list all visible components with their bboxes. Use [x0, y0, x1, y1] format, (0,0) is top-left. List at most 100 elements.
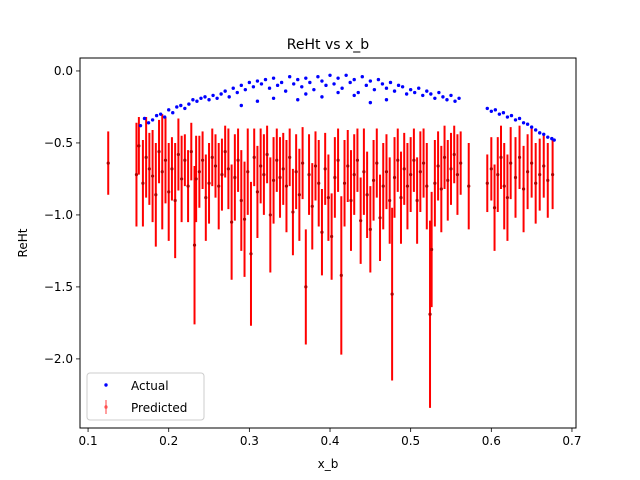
predicted-point — [197, 170, 201, 174]
predicted-point — [330, 234, 334, 239]
actual-point — [203, 95, 207, 99]
predicted-point — [200, 158, 205, 162]
predicted-point — [284, 184, 289, 188]
plot-area-frame — [79, 57, 577, 429]
predicted-point — [275, 158, 279, 162]
actual-point — [384, 86, 389, 90]
x-tick-label: 0.7 — [562, 434, 581, 448]
legend-actual-label: Actual — [131, 379, 169, 393]
predicted-point — [405, 184, 410, 188]
predicted-point — [230, 220, 234, 224]
predicted-point — [362, 170, 366, 174]
predicted-point — [220, 173, 224, 177]
actual-point — [235, 90, 239, 95]
actual-point — [352, 93, 356, 98]
actual-point — [175, 105, 179, 109]
actual-point — [271, 76, 276, 80]
predicted-point — [339, 273, 343, 277]
predicted-point — [291, 210, 295, 214]
predicted-point — [492, 206, 497, 210]
predicted-point — [304, 285, 308, 289]
predicted-point — [317, 181, 321, 185]
actual-point — [255, 79, 260, 83]
actual-point — [158, 112, 163, 116]
actual-point — [146, 121, 151, 125]
predicted-point — [183, 158, 187, 162]
x-tick-label: 0.3 — [240, 434, 259, 448]
predicted-point — [217, 184, 221, 188]
predicted-point — [509, 161, 513, 165]
legend: Actual Predicted — [86, 372, 205, 421]
predicted-point — [288, 155, 292, 159]
predicted-point — [239, 198, 243, 203]
actual-point — [247, 80, 252, 85]
actual-point — [287, 75, 292, 79]
predicted-point — [378, 216, 382, 220]
predicted-point — [141, 181, 145, 185]
predicted-point — [355, 158, 360, 162]
actual-point — [412, 90, 417, 95]
legend-predicted-marker-dot — [104, 405, 108, 409]
predicted-point — [521, 187, 526, 191]
actual-point — [360, 75, 364, 79]
legend-box — [86, 372, 205, 421]
predicted-point — [223, 149, 227, 154]
actual-point — [239, 103, 244, 108]
actual-point — [421, 93, 425, 98]
predicted-point — [368, 227, 372, 231]
actual-point — [546, 135, 550, 139]
predicted-point — [517, 155, 522, 159]
actual-point — [505, 115, 510, 119]
predicted-point — [320, 230, 324, 234]
predicted-point — [249, 252, 253, 256]
actual-point — [348, 80, 352, 85]
predicted-point — [246, 170, 250, 174]
x-tick-label: 0.6 — [482, 434, 501, 448]
actual-point — [251, 85, 256, 89]
predicted-point — [137, 144, 141, 148]
predicted-point — [226, 167, 230, 171]
predicted-point — [496, 173, 500, 177]
actual-point — [191, 98, 195, 102]
predicted-point — [106, 161, 110, 165]
actual-point — [316, 75, 320, 79]
actual-point — [433, 96, 437, 101]
actual-point — [352, 77, 356, 82]
predicted-point — [485, 181, 489, 185]
predicted-point — [157, 149, 161, 154]
predicted-point — [349, 198, 353, 203]
y-tick-label: 0.0 — [54, 64, 73, 78]
predicted-point — [409, 173, 413, 177]
actual-point — [384, 98, 389, 102]
actual-point — [328, 73, 332, 77]
actual-point — [150, 118, 155, 122]
predicted-point — [412, 158, 416, 162]
y-axis-ticks: 0.0 −0.5 −1.0 −1.5 −2.0 — [44, 64, 80, 366]
predicted-point — [323, 167, 327, 171]
chart-title: ReHt vs x_b — [287, 37, 369, 53]
predicted-point — [255, 190, 260, 194]
predicted-point — [147, 167, 151, 171]
actual-point — [437, 90, 441, 95]
predicted-point — [144, 155, 148, 159]
actual-point — [179, 103, 183, 108]
actual-point — [400, 85, 405, 89]
actual-point — [392, 89, 397, 93]
y-tick-label: −1.5 — [44, 280, 73, 294]
actual-point — [292, 82, 296, 86]
predicted-point — [310, 204, 314, 208]
actual-point — [296, 98, 300, 102]
legend-predicted-label: Predicted — [131, 401, 187, 415]
actual-point — [453, 99, 457, 103]
predicted-point — [425, 184, 429, 188]
x-tick-label: 0.5 — [401, 434, 420, 448]
actual-point — [304, 92, 308, 96]
actual-point — [223, 89, 227, 93]
predicted-point — [365, 193, 369, 197]
actual-point — [542, 132, 546, 137]
predicted-point — [421, 161, 426, 165]
predicted-point — [538, 173, 542, 177]
actual-point — [312, 87, 316, 92]
predicted-point — [176, 152, 180, 157]
actual-point — [533, 128, 538, 132]
